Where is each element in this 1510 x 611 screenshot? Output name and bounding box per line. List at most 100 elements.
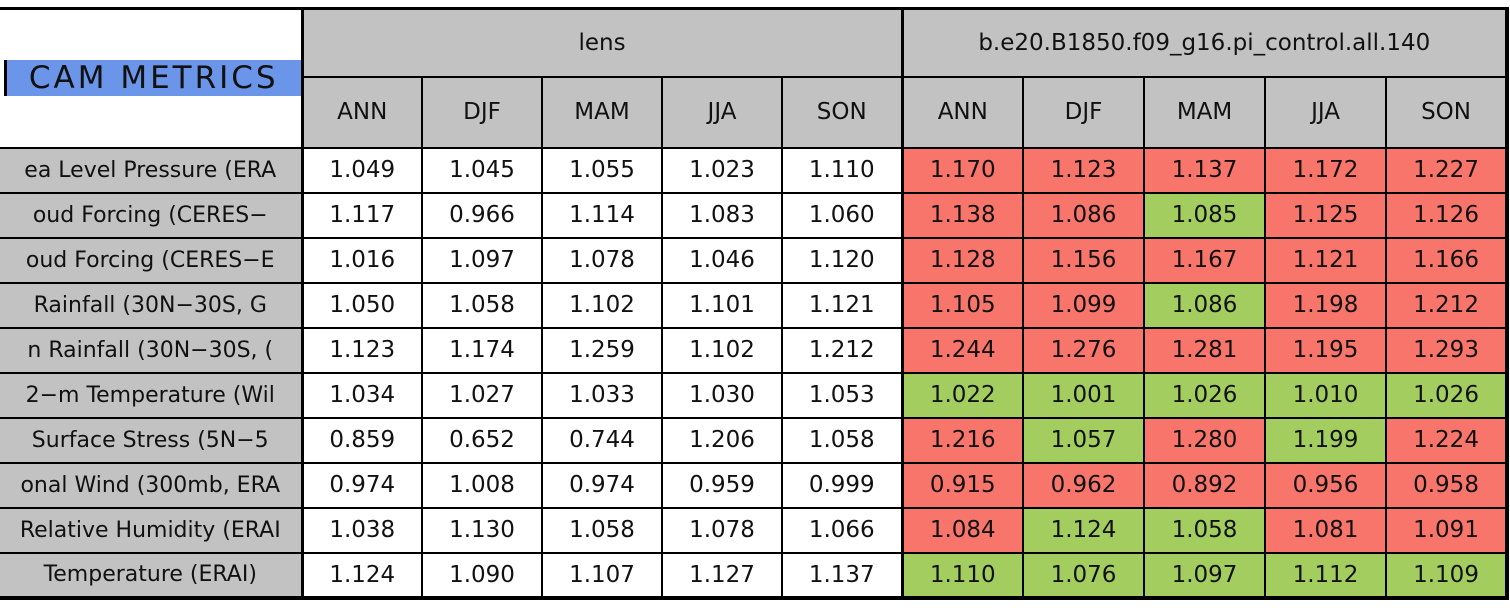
metric-cell-lens: 1.066 (780, 506, 904, 554)
metric-cell-lens: 0.974 (300, 461, 423, 509)
metric-cell-control-red: 1.281 (1143, 326, 1267, 374)
season-header-djf-group1: DJF (421, 75, 543, 149)
metric-cell-control-red: 1.167 (1143, 236, 1267, 284)
metric-cell-lens: 1.114 (541, 191, 663, 239)
metric-cell-lens: 1.123 (300, 326, 423, 374)
row-label: ea Level Pressure (ERA (0, 146, 303, 194)
metric-cell-lens: 1.130 (421, 506, 543, 554)
metric-cell-control-red: 0.892 (1143, 461, 1267, 509)
season-header-son-group2: SON (1385, 75, 1509, 149)
metric-cell-control-red: 1.125 (1264, 191, 1388, 239)
metric-cell-lens: 1.016 (300, 236, 423, 284)
metric-cell-lens: 1.137 (780, 551, 904, 599)
metric-cell-control-red: 1.086 (1022, 191, 1146, 239)
metric-cell-control-red: 1.216 (900, 416, 1025, 464)
metric-cell-control-green: 1.026 (1143, 371, 1267, 419)
metric-cell-lens: 1.174 (421, 326, 543, 374)
row-label: n Rainfall (30N−30S, ( (0, 326, 303, 374)
cam-metrics-table: CAM METRICS lens b.e20.B1850.f09_g16.pi_… (0, 7, 1510, 600)
metric-cell-lens: 1.120 (780, 236, 904, 284)
metric-cell-control-red: 1.224 (1385, 416, 1509, 464)
metric-cell-control-red: 1.166 (1385, 236, 1509, 284)
metric-cell-control-red: 1.126 (1385, 191, 1509, 239)
metric-cell-control-red: 0.962 (1022, 461, 1146, 509)
metric-cell-control-red: 0.956 (1264, 461, 1388, 509)
metric-cell-control-green: 1.058 (1143, 506, 1267, 554)
metric-cell-lens: 1.097 (421, 236, 543, 284)
table-row: Rainfall (30N−30S, G 1.050 1.058 1.102 1.10… (0, 281, 1509, 329)
metric-cell-lens: 0.966 (421, 191, 543, 239)
metric-cell-control-red: 1.137 (1143, 146, 1267, 194)
metric-cell-lens: 1.124 (300, 551, 423, 599)
metric-cell-control-red: 1.227 (1385, 146, 1509, 194)
metric-cell-control-green: 1.057 (1022, 416, 1146, 464)
corner-cell: CAM METRICS (0, 7, 303, 149)
metric-cell-control-green: 1.109 (1385, 551, 1509, 599)
metric-cell-lens: 1.102 (661, 326, 783, 374)
metric-cell-control-green: 1.001 (1022, 371, 1146, 419)
metric-cell-control-green: 1.124 (1022, 506, 1146, 554)
metric-cell-control-red: 1.170 (900, 146, 1025, 194)
table-row: n Rainfall (30N−30S, ( 1.123 1.174 1.259 1.… (0, 326, 1509, 374)
metric-cell-lens: 1.110 (780, 146, 904, 194)
metric-cell-control-red: 1.244 (900, 326, 1025, 374)
season-header-mam-group1: MAM (541, 75, 663, 149)
metric-cell-lens: 1.008 (421, 461, 543, 509)
group-header-lens: lens (300, 7, 904, 78)
metric-cell-lens: 1.027 (421, 371, 543, 419)
metric-cell-lens: 0.959 (661, 461, 783, 509)
metric-cell-lens: 1.030 (661, 371, 783, 419)
metric-cell-lens: 1.053 (780, 371, 904, 419)
metric-cell-control-green: 1.010 (1264, 371, 1388, 419)
table-row: 2−m Temperature (Wil 1.034 1.027 1.033 1.03… (0, 371, 1509, 419)
metric-cell-control-green: 1.097 (1143, 551, 1267, 599)
metric-cell-control-green: 1.022 (900, 371, 1025, 419)
metric-cell-control-red: 1.293 (1385, 326, 1509, 374)
table-row: oud Forcing (CERES−E 1.016 1.097 1.078 1.04… (0, 236, 1509, 284)
metric-cell-control-red: 1.276 (1022, 326, 1146, 374)
metric-cell-lens: 1.259 (541, 326, 663, 374)
metric-cell-control-red: 1.121 (1264, 236, 1388, 284)
metric-cell-control-green: 1.110 (900, 551, 1025, 599)
metric-cell-lens: 1.206 (661, 416, 783, 464)
metric-cell-control-red: 1.138 (900, 191, 1025, 239)
table-row: Temperature (ERAI) 1.124 1.090 1.107 1.127 1… (0, 551, 1509, 599)
season-header-djf-group2: DJF (1022, 75, 1146, 149)
metric-cell-control-red: 1.091 (1385, 506, 1509, 554)
metric-cell-lens: 1.058 (541, 506, 663, 554)
metric-cell-lens: 1.060 (780, 191, 904, 239)
metric-cell-lens: 1.049 (300, 146, 423, 194)
table-row: Relative Humidity (ERAI 1.038 1.130 1.058 1… (0, 506, 1509, 554)
metric-cell-control-green: 1.026 (1385, 371, 1509, 419)
row-label: Relative Humidity (ERAI (0, 506, 303, 554)
row-label: onal Wind (300mb, ERA (0, 461, 303, 509)
metric-cell-control-red: 1.123 (1022, 146, 1146, 194)
metric-cell-lens: 0.974 (541, 461, 663, 509)
metric-cell-lens: 1.058 (421, 281, 543, 329)
metric-cell-control-red: 1.195 (1264, 326, 1388, 374)
metric-cell-lens: 1.090 (421, 551, 543, 599)
metric-cell-control-green: 1.199 (1264, 416, 1388, 464)
metric-cell-control-red: 1.172 (1264, 146, 1388, 194)
season-header-jja-group2: JJA (1264, 75, 1388, 149)
metric-cell-lens: 1.055 (541, 146, 663, 194)
metric-cell-lens: 1.078 (661, 506, 783, 554)
table-row: onal Wind (300mb, ERA 0.974 1.008 0.974 0.9… (0, 461, 1509, 509)
metric-cell-control-red: 1.099 (1022, 281, 1146, 329)
metric-cell-lens: 1.058 (780, 416, 904, 464)
metric-cell-lens: 1.127 (661, 551, 783, 599)
row-label: oud Forcing (CERES−E (0, 236, 303, 284)
metric-cell-control-red: 1.081 (1264, 506, 1388, 554)
season-header-jja-group1: JJA (661, 75, 783, 149)
metric-cell-lens: 1.083 (661, 191, 783, 239)
season-header-ann-group2: ANN (900, 75, 1025, 149)
metric-cell-lens: 0.859 (300, 416, 423, 464)
metric-cell-control-red: 0.958 (1385, 461, 1509, 509)
metric-cell-control-green: 1.085 (1143, 191, 1267, 239)
metric-cell-control-green: 1.086 (1143, 281, 1267, 329)
metric-cell-lens: 1.050 (300, 281, 423, 329)
table-row: ea Level Pressure (ERA 1.049 1.045 1.055 1.… (0, 146, 1509, 194)
metric-cell-control-red: 1.156 (1022, 236, 1146, 284)
metric-cell-lens: 1.033 (541, 371, 663, 419)
